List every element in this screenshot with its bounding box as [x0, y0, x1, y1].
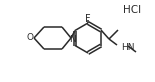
Text: HCl: HCl — [123, 5, 141, 15]
Text: N: N — [69, 35, 75, 43]
Text: HN: HN — [121, 42, 135, 51]
Text: F: F — [85, 14, 91, 24]
Text: O: O — [27, 34, 33, 42]
